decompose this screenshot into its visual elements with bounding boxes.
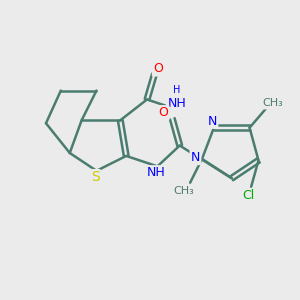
Text: CH₃: CH₃ [262,98,283,108]
Text: H: H [173,85,180,95]
Text: Cl: Cl [242,189,254,202]
Text: NH: NH [167,97,186,110]
Text: N: N [191,151,200,164]
Text: O: O [158,106,168,119]
Text: CH₃: CH₃ [173,186,194,196]
Text: N: N [208,115,217,128]
Text: S: S [91,170,99,184]
Text: NH: NH [147,167,165,179]
Text: O: O [153,62,163,75]
